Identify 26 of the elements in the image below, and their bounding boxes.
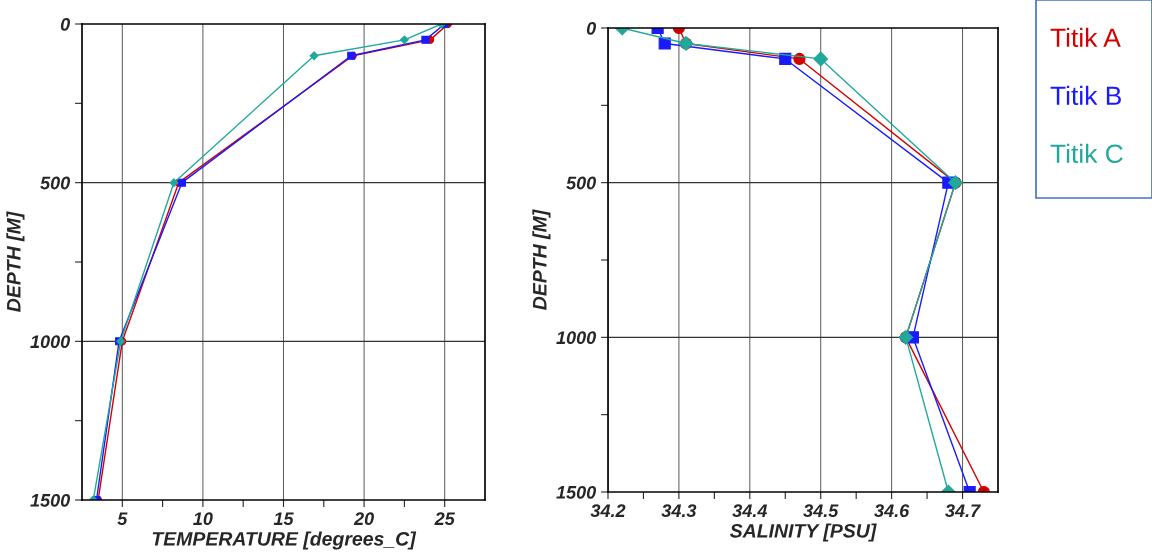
y-axis-title: DEPTH [M]	[532, 209, 551, 310]
x-axis-title: SALINITY [PSU]	[729, 523, 877, 542]
x-tick-label: 5	[117, 512, 128, 526]
y-tick-label: 0	[586, 21, 597, 35]
x-tick-label: 34.7	[945, 504, 981, 518]
y-axis-title: DEPTH [M]	[6, 211, 25, 312]
x-tick-label: 15	[273, 512, 294, 526]
text: Titik B	[1050, 85, 1121, 106]
y-tick-label: 500	[566, 176, 597, 190]
x-tick-label: 20	[353, 512, 374, 526]
text: Titik C	[1050, 143, 1123, 164]
y-tick-label: 500	[40, 176, 71, 190]
x-tick-label: 34.4	[732, 504, 768, 518]
text: Titik A	[1050, 27, 1121, 48]
x-tick-label: 34.6	[874, 504, 910, 518]
x-tick-label: 34.2	[590, 504, 626, 518]
y-tick-label: 0	[60, 17, 71, 31]
x-tick-label: 10	[193, 512, 213, 526]
y-tick-label: 1000	[556, 331, 597, 345]
x-tick-label: 34.3	[661, 504, 697, 518]
y-tick-label: 1000	[30, 335, 71, 349]
x-tick-label: 34.5	[803, 504, 839, 518]
x-tick-label: 25	[434, 512, 455, 526]
y-tick-label: 1500	[30, 493, 71, 507]
y-tick-label: 1500	[556, 485, 597, 499]
x-axis-title: TEMPERATURE [degrees_C]	[152, 531, 417, 550]
